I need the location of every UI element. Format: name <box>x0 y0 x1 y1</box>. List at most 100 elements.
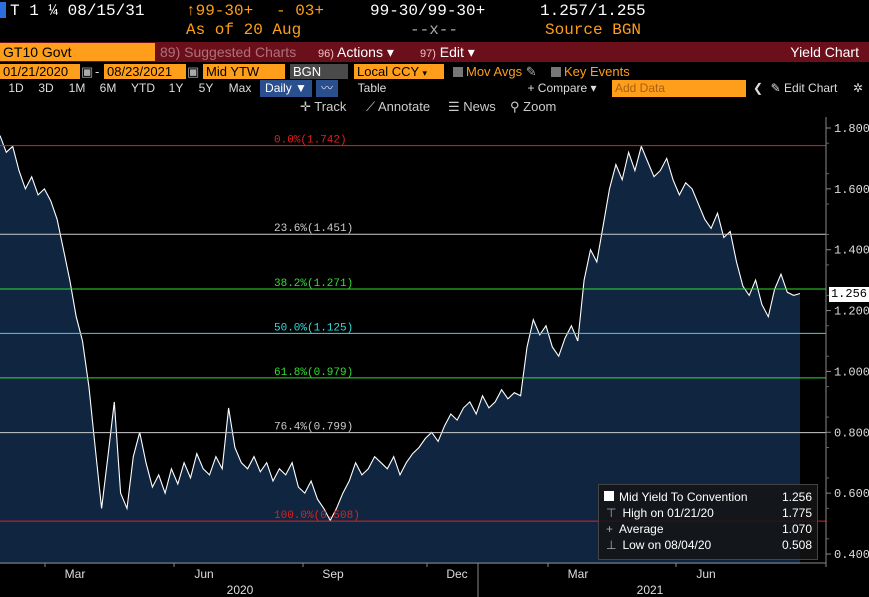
last-value-badge: 1.256 <box>829 287 869 302</box>
focus-marker <box>0 2 6 18</box>
key-events-label: Key Events <box>564 64 630 79</box>
series-line <box>0 135 801 522</box>
security-header: T 1 ¼ 08/15/31 ↑99-30+ - 03+ 99-30/99-30… <box>0 0 869 42</box>
edit-menu[interactable]: 97) Edit ▾ <box>420 43 475 61</box>
range-1y[interactable]: 1Y <box>168 81 184 95</box>
range-1d[interactable]: 1D <box>8 81 24 95</box>
y-tick-label: 1.600 <box>834 183 869 197</box>
edit-chart-label: Edit Chart <box>784 81 838 95</box>
as-of-date: As of 20 Aug <box>186 21 302 39</box>
suggested-label: Suggested Charts <box>184 44 297 60</box>
key-events-toggle[interactable]: Key Events <box>548 64 630 79</box>
yield-quote: 1.257/1.255 <box>540 2 646 20</box>
y-tick-label: 1.200 <box>834 305 869 319</box>
track-tool[interactable]: ✛ Track <box>300 98 346 116</box>
x-axis: Mar Jun Sep Dec Mar Jun 2020 2021 <box>0 562 826 597</box>
legend-low-row: ⊥ Low on 08/04/20 0.508 <box>604 537 814 553</box>
range-5y[interactable]: 5Y <box>198 81 214 95</box>
series-swatch <box>604 491 614 501</box>
calendar-icon[interactable]: ▣ <box>81 64 94 79</box>
legend-series-row: Mid Yield To Convention 1.256 <box>604 489 814 505</box>
calendar-icon[interactable]: ▣ <box>187 64 200 79</box>
actions-menu[interactable]: 96) Actions ▾ <box>318 43 394 61</box>
y-tick-label: 1.000 <box>834 365 869 379</box>
actions-label: Actions ▾ <box>337 44 394 60</box>
checkbox-icon <box>453 67 463 77</box>
news-label: News <box>463 99 496 114</box>
range-3d[interactable]: 3D <box>38 81 54 95</box>
x-tick-label: Sep <box>322 567 344 581</box>
x-tick-label: Jun <box>194 567 213 581</box>
fib-label: 100.0%(0.508) <box>274 510 360 522</box>
currency-label: Local CCY <box>357 64 419 79</box>
tool-row: ✛ Track ⟋ Annotate ☰ News ⚲ Zoom <box>0 98 869 116</box>
range-ytd[interactable]: YTD <box>131 81 155 95</box>
legend-low-label: Low on 08/04/20 <box>622 538 712 552</box>
compare-button[interactable]: + Compare ▾ <box>527 81 597 95</box>
area-layer <box>0 135 801 564</box>
ticker-input[interactable]: GT10 Govt <box>0 43 155 61</box>
chevron-left-icon[interactable]: ❮ <box>752 81 764 95</box>
source-select[interactable]: BGN <box>290 64 348 79</box>
start-date-field[interactable]: 01/21/2020 <box>0 64 80 79</box>
fib-label: 76.4%(0.799) <box>274 422 353 434</box>
legend-box: Mid Yield To Convention 1.256 ⊤ High on 0… <box>598 484 818 560</box>
legend-low-value: 0.508 <box>781 538 812 552</box>
track-label: Track <box>314 99 347 114</box>
net-change: - 03+ <box>276 2 325 20</box>
fib-label: 50.0%(1.125) <box>274 322 353 334</box>
y-tick-label: 0.800 <box>834 426 869 440</box>
legend-avg-row: + Average 1.070 <box>604 521 814 537</box>
year-label: 2020 <box>227 583 254 597</box>
fib-label: 61.8%(0.979) <box>274 367 353 379</box>
range-6m[interactable]: 6M <box>99 81 117 95</box>
actions-num: 96) <box>318 48 334 60</box>
x-tick-label: Dec <box>446 567 467 581</box>
legend-high-row: ⊤ High on 01/21/20 1.775 <box>604 505 814 521</box>
period-select[interactable]: Daily ▼ <box>260 80 312 97</box>
pencil-icon: ✎ <box>770 81 781 95</box>
legend-high-value: 1.775 <box>781 506 812 520</box>
x-tick-label: Mar <box>568 567 589 581</box>
command-bar: GT10 Govt 89) Suggested Charts 96) Actio… <box>0 42 869 62</box>
edit-chart-button[interactable]: ✎ Edit Chart <box>762 80 846 97</box>
chart-type-icon[interactable]: 〰 <box>316 80 338 97</box>
suggested-num: 89) <box>160 44 181 60</box>
add-data-input[interactable]: Add Data <box>612 80 746 97</box>
edit-num: 97) <box>420 48 436 60</box>
end-date-field[interactable]: 08/23/2021 <box>104 64 186 79</box>
y-tick-label: 1.800 <box>834 122 869 136</box>
mov-avgs-label: Mov Avgs <box>466 64 523 79</box>
zoom-tool[interactable]: ⚲ Zoom <box>510 98 556 116</box>
x-tick-label: Jun <box>696 567 715 581</box>
high-marker-icon: ⊤ <box>606 506 617 520</box>
legend-series-value: 1.256 <box>781 490 812 504</box>
legend-avg-value: 1.070 <box>781 522 812 536</box>
mov-avgs-toggle[interactable]: Mov Avgs ✎ <box>450 64 537 79</box>
year-label: 2021 <box>637 583 664 597</box>
price-change: ↑99-30+ <box>186 2 254 20</box>
y-tick-label: 1.400 <box>834 244 869 258</box>
bid-ask: 99-30/99-30+ <box>370 2 486 20</box>
edit-label: Edit ▾ <box>439 44 475 60</box>
legend-avg-label: Average <box>619 522 664 536</box>
range-1m[interactable]: 1M <box>68 81 86 95</box>
y-tick-label: 0.400 <box>834 548 869 562</box>
date-separator: - <box>95 64 100 79</box>
range-max[interactable]: Max <box>228 81 252 95</box>
fib-label: 38.2%(1.271) <box>274 278 353 290</box>
table-button[interactable]: Table <box>357 81 387 95</box>
y-axis: 1.800 1.600 1.400 1.200 1.000 0.800 0.600 0.400 <box>825 117 869 567</box>
yield-chart[interactable]: 0.0%(1.742) 23.6%(1.451) 38.2%(1.271) 50.0%… <box>0 117 869 597</box>
low-marker-icon: ⊥ <box>606 538 617 552</box>
gear-icon[interactable]: ✲ <box>852 81 864 95</box>
currency-select[interactable]: Local CCY ▾ <box>354 64 444 79</box>
legend-high-label: High on 01/21/20 <box>622 506 714 520</box>
suggested-charts-button[interactable]: 89) Suggested Charts <box>160 43 296 61</box>
zoom-label: Zoom <box>523 99 557 114</box>
news-tool[interactable]: ☰ News <box>448 98 496 116</box>
annotate-tool[interactable]: ⟋ Annotate <box>366 98 430 116</box>
field-select[interactable]: Mid YTW <box>203 64 285 79</box>
fib-label: 0.0%(1.742) <box>274 135 347 147</box>
chevron-down-icon: ▾ <box>422 68 428 78</box>
